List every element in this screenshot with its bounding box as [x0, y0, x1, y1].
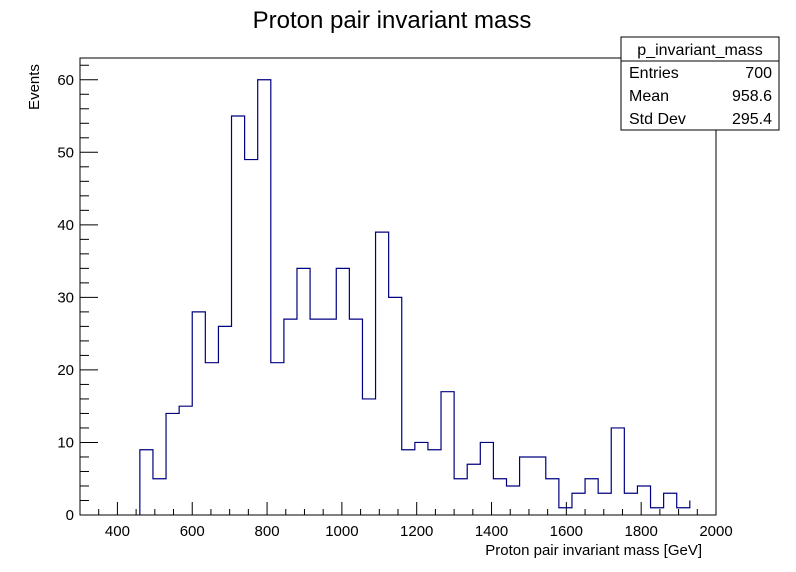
stats-mean-label: Mean: [629, 88, 669, 105]
x-tick-label: 1000: [325, 523, 358, 540]
stats-box: p_invariant_mass Entries 700 Mean 958.6 …: [620, 36, 780, 131]
stats-box-title: p_invariant_mass: [637, 42, 762, 59]
y-tick-label: 0: [66, 507, 74, 524]
stats-stddev-value: 295.4: [732, 111, 772, 128]
chart-title: Proton pair invariant mass: [253, 7, 532, 34]
x-tick-label: 1400: [475, 523, 508, 540]
y-axis: 0 10 20 30 40 50 60: [57, 64, 98, 524]
y-tick-label: 50: [57, 144, 74, 161]
stats-entries-value: 700: [745, 65, 772, 82]
y-tick-label: 20: [57, 362, 74, 379]
stats-mean-value: 958.6: [732, 88, 772, 105]
x-tick-label: 1800: [624, 523, 657, 540]
y-tick-label: 30: [57, 289, 74, 306]
y-tick-label: 10: [57, 434, 74, 451]
x-tick-label: 600: [180, 523, 205, 540]
histogram-outline: [139, 79, 691, 515]
stats-entries-label: Entries: [629, 65, 679, 82]
y-tick-label: 60: [57, 72, 74, 89]
x-tick-label: 2000: [699, 523, 732, 540]
stats-stddev-label: Std Dev: [629, 111, 686, 128]
y-tick-label: 40: [57, 217, 74, 234]
y-axis-label: Events: [26, 64, 43, 110]
x-tick-label: 1200: [400, 523, 433, 540]
x-tick-label: 1600: [550, 523, 583, 540]
stats-box-frame: [620, 36, 780, 131]
x-tick-label: 400: [105, 523, 130, 540]
x-tick-label: 800: [255, 523, 280, 540]
x-axis: 400 600 800 1000 1200 1400 1600 1800 2000: [79, 502, 733, 540]
x-axis-label: Proton pair invariant mass [GeV]: [485, 542, 702, 559]
